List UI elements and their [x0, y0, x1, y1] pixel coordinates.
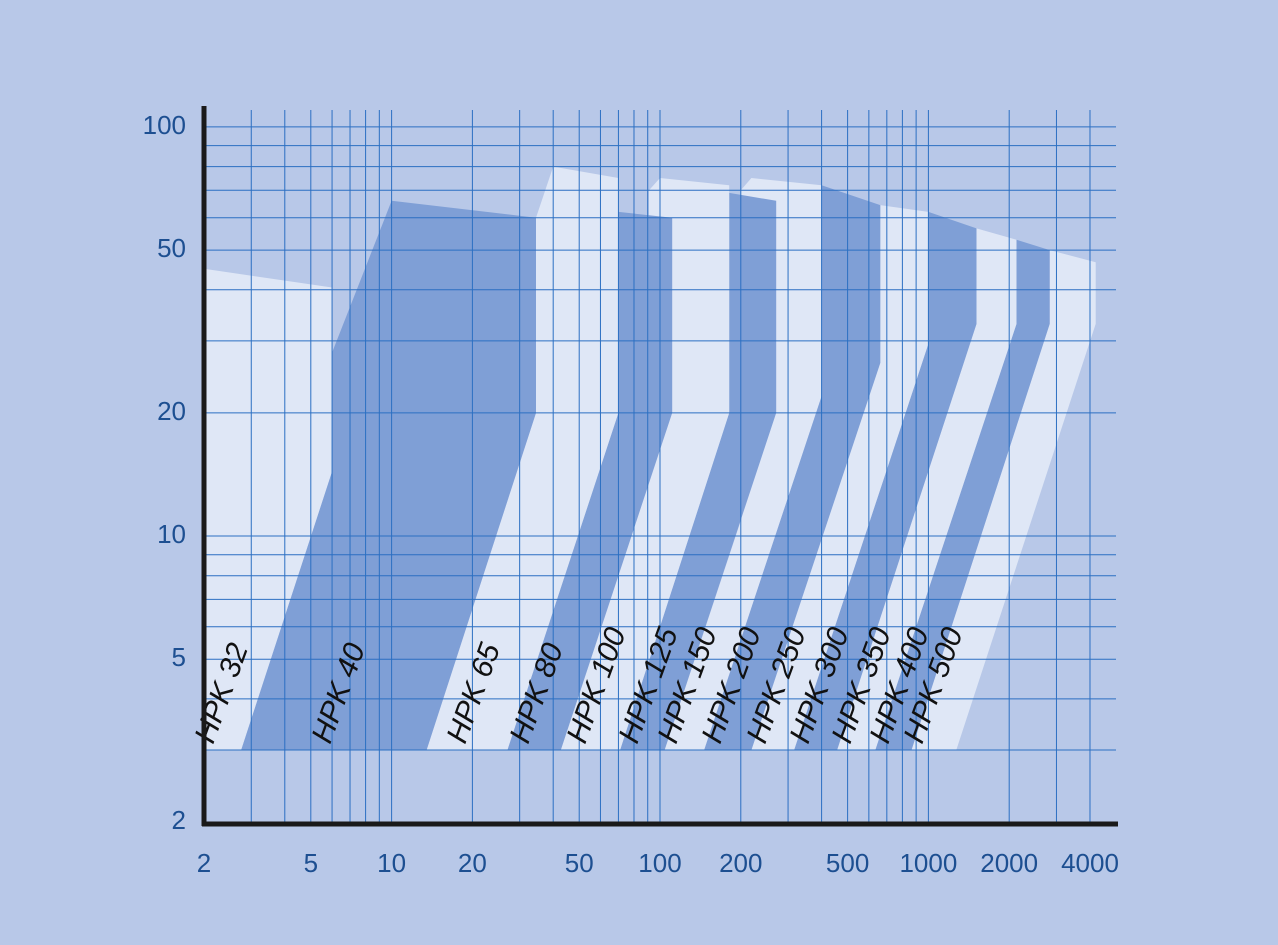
y-tick-label: 5 — [172, 642, 186, 672]
model-range — [704, 185, 881, 751]
model-range — [794, 211, 977, 750]
x-tick-label: 1000 — [899, 848, 957, 878]
model-range — [911, 250, 1096, 750]
x-tick-label: 10 — [377, 848, 406, 878]
x-tick-label: 2000 — [980, 848, 1038, 878]
model-range — [426, 166, 619, 751]
model-range — [507, 211, 673, 750]
model-range — [875, 239, 1050, 750]
x-tick-label: 5 — [304, 848, 318, 878]
x-tick-label: 2 — [197, 848, 211, 878]
model-range — [241, 200, 536, 751]
y-tick-label: 2 — [172, 805, 186, 835]
model-range — [837, 228, 1017, 750]
y-tick-label: 20 — [157, 396, 186, 426]
axes: 2 5 10 20 50 100 200 500 1000 2000 4000 2 5 10 20 50 100 — [143, 106, 1119, 878]
y-tick-label: 10 — [157, 519, 186, 549]
y-tick-label: 50 — [157, 233, 186, 263]
x-tick-label: 200 — [719, 848, 762, 878]
shapes — [204, 166, 1096, 751]
grid — [203, 110, 1116, 824]
model-range — [560, 178, 730, 750]
x-tick-label: 4000 — [1061, 848, 1119, 878]
x-tick-label: 50 — [565, 848, 594, 878]
x-tick-label: 500 — [826, 848, 869, 878]
x-tick-label: 100 — [638, 848, 681, 878]
model-range — [204, 268, 333, 750]
y-tick-label: 100 — [143, 110, 186, 140]
model-range — [620, 192, 777, 750]
x-tick-label: 20 — [458, 848, 487, 878]
